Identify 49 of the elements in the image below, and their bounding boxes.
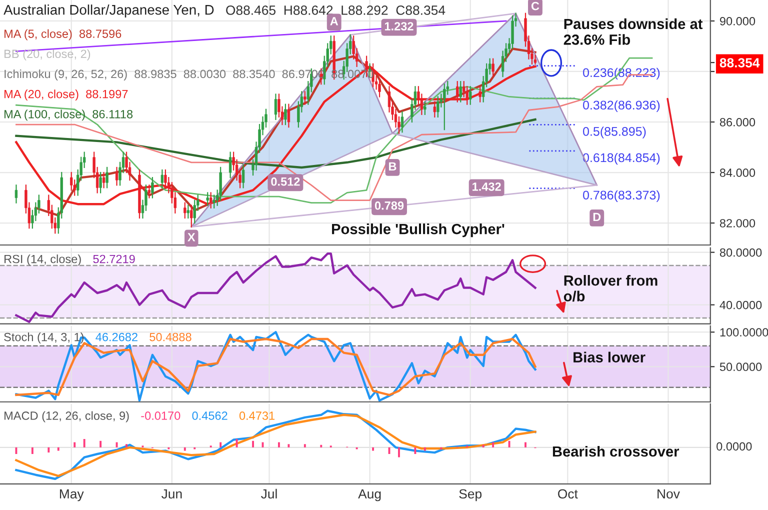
ref-line-label: 0.786(83.373) (583, 190, 660, 202)
ref-line-label: 0.5(85.895) (583, 126, 646, 138)
text: MA (5, close) 88.7596 (4, 29, 122, 40)
annotation: C (531, 2, 540, 10)
annotation: X (188, 233, 196, 242)
x-tick-label: May (60, 489, 84, 502)
text: RSI (14, close) (4, 254, 81, 266)
annotation: B (389, 162, 396, 171)
annotation: 1.432 (472, 182, 501, 191)
x-tick-label: Jun (161, 489, 182, 499)
annotation: A (330, 17, 338, 26)
y-tick-label: 50.0000 (720, 362, 762, 372)
y-tick-label: 86.000 (720, 118, 756, 126)
series-label: 0.4731 (239, 412, 275, 420)
annotation: BB (20, close, 2) (4, 49, 90, 60)
y-tick-label: 80.0000 (720, 248, 762, 257)
annotation: Bearish crossover (552, 446, 680, 457)
text: -0.0170 (141, 412, 180, 420)
text: 0.0000 (716, 442, 752, 451)
text: Stoch (14, 3, 1) (4, 332, 84, 344)
series-label: 46.2682 (96, 332, 138, 342)
annotation: Rollover from o/b (564, 275, 658, 302)
chart-subtitle: O88.465 H88.642 L88.292 C88.354 (226, 6, 446, 15)
chart-title: MACD (12, 26, close, 9) (4, 411, 129, 422)
x-tick-label: Jul (261, 488, 277, 499)
series-label: 0.4562 (192, 412, 228, 420)
y-tick-label: 90.000 (720, 17, 756, 26)
chart-title: Australian Dollar/Japanese Yen, D (4, 4, 214, 18)
annotation: D (593, 212, 601, 222)
x-tick-label: Sep (459, 489, 482, 502)
annotation: 0.512 (271, 177, 300, 186)
y-tick-label: 82.000 (720, 219, 756, 228)
y-tick-label: 88.354 (720, 58, 760, 68)
annotation: Bias lower (574, 352, 646, 362)
annotation: Possible 'Bullish Cypher' (332, 224, 504, 238)
series-label: 50.4888 (150, 332, 192, 342)
annotation: 1.232 (384, 22, 414, 30)
series-label: MA (100, close) 86.1118 (4, 110, 133, 121)
y-tick-label: 84.000 (720, 168, 756, 177)
y-tick-label: 40.0000 (720, 300, 762, 310)
annotation: Pauses downside at 23.6% Fib (564, 18, 703, 45)
x-tick-label: Nov (658, 489, 680, 499)
y-tick-label: 100.0000 (720, 328, 768, 336)
x-tick-label: Oct (558, 489, 578, 499)
annotation: 0.789 (374, 201, 404, 210)
x-tick-label: Aug (358, 489, 381, 502)
text: MA (20, close) 88.1997 (4, 90, 128, 101)
ref-line-label: 0.382(86.936) (583, 100, 660, 112)
series-label: 52.7219 (93, 254, 135, 264)
